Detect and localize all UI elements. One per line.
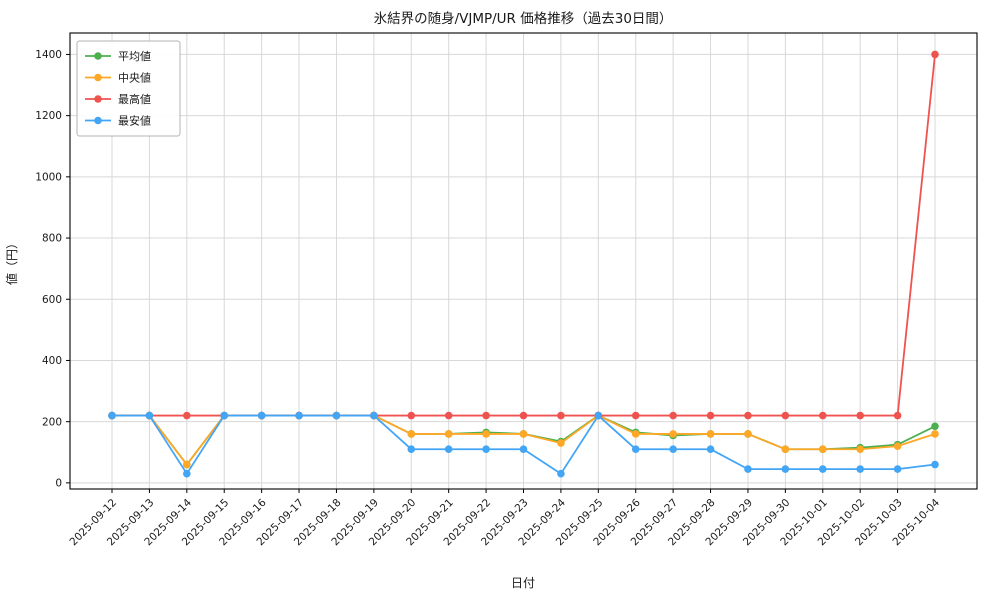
data-point-marker [931, 430, 939, 438]
data-point-marker [931, 422, 939, 431]
data-point-marker [519, 430, 528, 438]
legend-marker [94, 52, 102, 60]
y-tick-label: 600 [42, 294, 62, 306]
data-point-marker [407, 445, 416, 454]
data-point-marker [744, 411, 752, 420]
data-point-marker [482, 411, 490, 420]
legend-box [76, 40, 181, 137]
data-point-marker [594, 411, 603, 420]
y-tick-label: 0 [55, 477, 62, 489]
data-point-marker [183, 411, 191, 420]
data-point-marker [818, 411, 827, 420]
data-point-marker [856, 465, 864, 473]
legend-label: 中央値 [118, 72, 151, 85]
data-point-marker [893, 442, 902, 450]
data-point-marker [781, 465, 790, 473]
data-point-marker [781, 445, 790, 454]
data-point-marker [744, 465, 752, 473]
y-axis-label: 値（円） [4, 237, 19, 285]
y-tick-label: 400 [42, 355, 62, 367]
data-point-marker [444, 411, 453, 420]
legend-item: 平均値 [85, 50, 151, 63]
legend-label: 最高値 [118, 92, 151, 106]
data-point-marker [669, 430, 677, 438]
data-point-marker [407, 411, 416, 420]
legend-marker [94, 116, 102, 125]
data-point-marker [669, 411, 677, 420]
y-tick-label: 800 [42, 233, 62, 245]
legend-marker [94, 73, 102, 82]
data-point-marker [220, 411, 229, 420]
series-3 [108, 411, 939, 478]
data-point-marker [856, 411, 864, 420]
data-point-marker [183, 469, 191, 478]
legend-label: 平均値 [118, 50, 151, 63]
data-point-marker [706, 411, 715, 420]
y-tick-label: 200 [42, 416, 62, 428]
y-tick-label: 1400 [35, 49, 62, 61]
y-tick-label: 1200 [35, 110, 62, 122]
data-point-marker [444, 445, 453, 454]
data-point-marker [183, 460, 191, 469]
series-layer [108, 50, 939, 478]
data-point-marker [706, 445, 715, 454]
data-point-marker [145, 411, 154, 420]
data-point-marker [519, 445, 528, 454]
y-tick-label: 1000 [35, 171, 62, 183]
legend-label: 最安値 [118, 114, 151, 128]
data-point-marker [931, 460, 939, 469]
data-point-marker [332, 411, 341, 420]
data-point-marker [631, 411, 640, 420]
data-point-marker [818, 445, 827, 454]
data-point-marker [295, 411, 303, 420]
data-point-marker [856, 445, 864, 454]
data-point-marker [519, 411, 528, 420]
data-point-marker [557, 439, 565, 447]
data-point-marker [482, 445, 490, 454]
chart-title: 氷結界の随身/VJMP/UR 価格推移（過去30日間） [374, 11, 673, 27]
data-point-marker [818, 465, 827, 473]
legend-item: 中央値 [85, 72, 151, 85]
data-point-marker [669, 445, 677, 454]
data-point-marker [482, 430, 490, 438]
data-point-marker [444, 430, 453, 438]
data-point-marker [108, 411, 116, 420]
data-point-marker [557, 411, 565, 420]
legend-item: 最安値 [85, 114, 151, 128]
data-point-marker [557, 469, 565, 478]
x-axis-label: 日付 [511, 576, 535, 590]
grid-layer [70, 33, 977, 489]
data-point-marker [370, 411, 378, 420]
data-point-marker [781, 411, 790, 420]
data-point-marker [744, 430, 752, 438]
legend-marker [94, 95, 102, 103]
data-point-marker [631, 445, 640, 454]
data-point-marker [893, 465, 902, 473]
data-point-marker [893, 411, 902, 420]
data-point-marker [631, 430, 640, 438]
data-point-marker [407, 430, 416, 438]
legend-item: 最高値 [85, 92, 151, 106]
data-point-marker [931, 50, 939, 59]
data-point-marker [257, 411, 266, 420]
data-point-marker [706, 430, 715, 438]
